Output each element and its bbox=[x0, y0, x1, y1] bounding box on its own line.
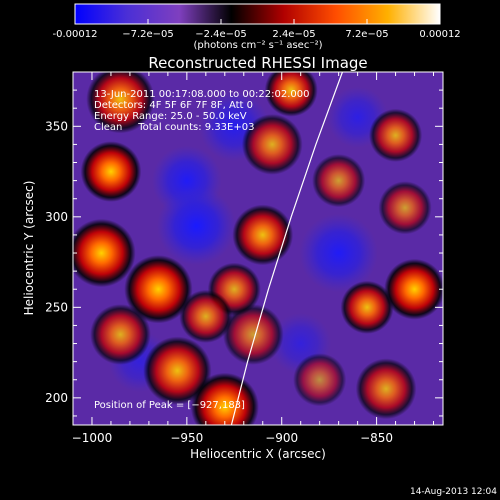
annotation-counts: Clean Total counts: 9.33E+03 bbox=[94, 122, 254, 133]
heatmap-hot-region bbox=[340, 280, 394, 334]
heatmap-hot-region bbox=[232, 204, 294, 266]
annotation-detectors: Detectors: 4F 5F 6F 7F 8F, Att 0 bbox=[94, 100, 253, 111]
y-axis-ticks: 200 250 300 350 bbox=[45, 71, 443, 417]
plot-frame bbox=[72, 71, 444, 426]
chart-title: Reconstructed RHESSI Image bbox=[148, 54, 367, 72]
heatmap-hot-region bbox=[293, 353, 347, 407]
heatmap-hot-region bbox=[384, 258, 443, 320]
colorbar-tick-label: 2.4e−05 bbox=[272, 29, 315, 40]
heatmap-hot-region bbox=[241, 114, 303, 175]
heatmap-hot-region bbox=[264, 72, 318, 117]
y-axis-tick-label: 300 bbox=[45, 210, 68, 224]
x-axis-tick-label: −950 bbox=[170, 431, 203, 445]
colorbar-bar bbox=[74, 3, 441, 25]
heatmap-hot-region bbox=[90, 304, 151, 365]
x-axis-tick-label: −850 bbox=[360, 431, 393, 445]
annotation-time: 13-Jun-2011 00:17:08.000 to 00:22:02.000 bbox=[94, 89, 310, 100]
annotation-block: 13-Jun-2011 00:17:08.000 to 00:22:02.000… bbox=[94, 89, 310, 411]
heatmap-hot-region bbox=[80, 141, 142, 202]
heatmap-cool-region bbox=[299, 213, 378, 293]
y-axis-tick-label: 200 bbox=[45, 391, 68, 405]
solar-limb-line bbox=[230, 72, 343, 425]
x-axis-tick-label: −1000 bbox=[72, 431, 113, 445]
colorbar-tick-label: 7.2e−05 bbox=[345, 29, 388, 40]
heatmap-hot-region bbox=[124, 255, 193, 324]
heatmap-hot-region bbox=[73, 218, 136, 288]
colorbar-units: (photons cm⁻² s⁻¹ asec⁻²) bbox=[193, 40, 322, 51]
heatmap bbox=[73, 72, 443, 425]
x-axis-ticks: −1000 −950 −900 −850 bbox=[72, 72, 435, 445]
heatmap-cool-region bbox=[157, 186, 236, 266]
colorbar-ticks: -0.00012 −7.2e−05 −2.4e−05 2.4e−05 7.2e−05 0.… bbox=[53, 19, 461, 40]
x-axis-title: Heliocentric X (arcsec) bbox=[190, 447, 326, 461]
heatmap-hot-region bbox=[369, 108, 423, 162]
colorbar: -0.00012 −7.2e−05 −2.4e−05 2.4e−05 7.2e−05 0.… bbox=[53, 3, 461, 51]
heatmap-hot-region bbox=[222, 304, 284, 365]
y-axis-tick-label: 350 bbox=[45, 119, 68, 133]
heatmap-hot-region bbox=[179, 289, 233, 343]
heatmap-hot-region bbox=[312, 154, 366, 208]
annotation-energy: Energy Range: 25.0 - 50.0 keV bbox=[94, 111, 247, 122]
plot-area: −1000 −950 −900 −850 200 250 300 350 bbox=[45, 71, 444, 445]
colorbar-tick-label: −7.2e−05 bbox=[122, 29, 174, 40]
y-axis-title: Heliocentric Y (arcsec) bbox=[22, 181, 36, 316]
colorbar-tick-label: 0.00012 bbox=[419, 29, 460, 40]
colorbar-tick-label: −2.4e−05 bbox=[195, 29, 247, 40]
x-axis-tick-label: −900 bbox=[265, 431, 298, 445]
heatmap-hot-region bbox=[355, 358, 417, 420]
colorbar-tick-label: -0.00012 bbox=[53, 29, 98, 40]
peak-position-label: Position of Peak = [−927,183] bbox=[94, 400, 245, 411]
y-axis-tick-label: 250 bbox=[45, 300, 68, 314]
footer-timestamp: 14-Aug-2013 12:04 bbox=[410, 487, 497, 497]
heatmap-hot-region bbox=[143, 336, 212, 405]
heatmap-hot-region bbox=[378, 181, 432, 235]
heatmap-hot-region bbox=[86, 72, 155, 134]
